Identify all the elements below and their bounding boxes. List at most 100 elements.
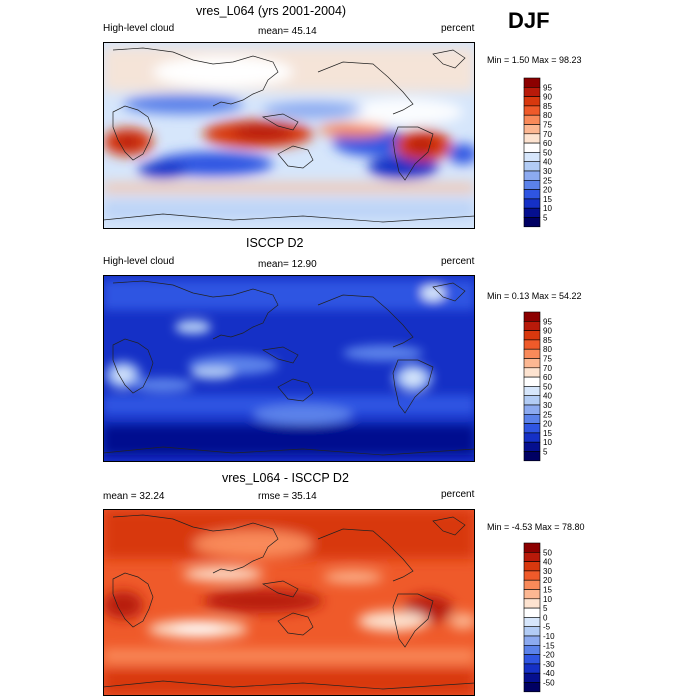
colorbar-tick-label: 80 (543, 111, 552, 120)
colorbar-tick-label: 70 (543, 364, 552, 373)
colorbar-tick-label: 15 (543, 195, 552, 204)
colorbar-tick-label: 60 (543, 139, 552, 148)
colorbar-tick-label: 80 (543, 345, 552, 354)
colorbar-swatch (523, 645, 541, 655)
colorbar-swatch (523, 152, 541, 163)
colorbar-swatch (523, 87, 541, 97)
panel-3-map (103, 509, 475, 696)
panel-1-mean: mean= 45.14 (258, 26, 317, 37)
colorbar-swatch (523, 114, 541, 125)
colorbar-swatch (523, 207, 541, 218)
colorbar-swatch (523, 598, 541, 609)
panel-1-map (103, 42, 475, 229)
colorbar-swatch (523, 367, 541, 378)
colorbar-swatch (523, 570, 541, 581)
panel-2-left-label: High-level cloud (103, 256, 175, 267)
colorbar-tick-label: 20 (543, 576, 552, 585)
colorbar-swatch (523, 589, 541, 600)
colorbar-tick-label: 90 (543, 93, 552, 102)
colorbar-swatch (523, 124, 541, 135)
colorbar-swatch (523, 311, 541, 322)
colorbar-tick-label: 50 (543, 548, 552, 557)
colorbar-tick-label: 75 (543, 355, 552, 364)
panel-3-rmse: rmse = 35.14 (258, 491, 317, 502)
colorbar-tick-label: 20 (543, 420, 552, 429)
colorbar-swatch (523, 180, 541, 190)
colorbar-swatch (523, 170, 541, 181)
panel-2-minmax: Min = 0.13 Max = 54.22 (487, 291, 582, 301)
colorbar-tick-label: 60 (543, 373, 552, 382)
colorbar-swatch (523, 358, 541, 369)
panel-2-title: ISCCP D2 (246, 236, 304, 250)
colorbar-tick-label: -30 (543, 660, 555, 669)
panel-2-units: percent (441, 256, 475, 267)
colorbar-swatch (523, 330, 541, 341)
colorbar-swatch (523, 626, 541, 637)
season-label: DJF (508, 8, 550, 33)
colorbar-swatch (523, 133, 541, 144)
colorbar-swatch (523, 376, 541, 387)
colorbar-tick-label: 15 (543, 429, 552, 438)
colorbar-swatch (523, 96, 541, 107)
panel-2-mean: mean= 12.90 (258, 259, 317, 270)
colorbar-swatch (523, 77, 541, 88)
colorbar-swatch (523, 607, 541, 618)
colorbar-tick-label: 30 (543, 567, 552, 576)
colorbar-swatch (523, 321, 541, 331)
colorbar-swatch (523, 414, 541, 424)
colorbar-tick-label: 75 (543, 121, 552, 130)
colorbar-tick-label: 95 (543, 83, 552, 92)
colorbar-swatch (523, 561, 541, 572)
colorbar-swatch (523, 432, 541, 443)
colorbar-swatch (523, 542, 541, 553)
colorbar-tick-label: -10 (543, 632, 555, 641)
colorbar-tick-label: 20 (543, 186, 552, 195)
colorbar-swatch (523, 198, 541, 209)
colorbar-tick-label: 85 (543, 102, 552, 111)
panel-3-title: vres_L064 - ISCCP D2 (222, 471, 349, 485)
colorbar-tick-label: -15 (543, 641, 555, 650)
colorbar-tick-label: 10 (543, 438, 552, 447)
colorbar-tick-label: 95 (543, 317, 552, 326)
colorbar-tick-label: -5 (543, 623, 551, 632)
colorbar-swatch (523, 663, 541, 674)
colorbar-swatch (523, 348, 541, 359)
colorbar-tick-label: 5 (543, 448, 548, 457)
colorbar-tick-label: -50 (543, 679, 555, 688)
colorbar-tick-label: 70 (543, 130, 552, 139)
colorbar-swatch (523, 339, 541, 350)
colorbar-tick-label: 30 (543, 167, 552, 176)
panel-1-units: percent (441, 23, 475, 34)
colorbar-tick-label: 50 (543, 148, 552, 157)
colorbar-tick-label: 85 (543, 336, 552, 345)
panel-1-title: vres_L064 (yrs 2001-2004) (196, 4, 347, 18)
colorbar-swatch (523, 682, 541, 693)
colorbar-swatch (523, 579, 541, 590)
panel-3-units: percent (441, 489, 475, 500)
colorbar-swatch (523, 654, 541, 665)
colorbar-tick-label: -20 (543, 651, 555, 660)
colorbar-swatch (523, 552, 541, 562)
colorbar-tick-label: 30 (543, 401, 552, 410)
colorbar-swatch (523, 161, 541, 172)
panel-3-minmax: Min = -4.53 Max = 78.80 (487, 522, 585, 532)
colorbar-tick-label: 25 (543, 176, 552, 185)
colorbar-tick-label: -40 (543, 669, 555, 678)
colorbar-tick-label: 10 (543, 204, 552, 213)
panel-1-left-label: High-level cloud (103, 23, 175, 34)
colorbar-swatch (523, 404, 541, 415)
colorbar-swatch (523, 441, 541, 452)
colorbar-swatch (523, 451, 541, 462)
colorbar-swatch (523, 617, 541, 628)
panel-1-minmax: Min = 1.50 Max = 98.23 (487, 55, 582, 65)
colorbar-tick-label: 15 (543, 586, 552, 595)
colorbar-swatch (523, 672, 541, 683)
colorbar-swatch (523, 189, 541, 200)
colorbar-tick-label: 40 (543, 392, 552, 401)
colorbar-tick-label: 90 (543, 327, 552, 336)
panel-2-map (103, 275, 475, 462)
colorbar-tick-label: 10 (543, 595, 552, 604)
colorbar-tick-label: 5 (543, 214, 548, 223)
